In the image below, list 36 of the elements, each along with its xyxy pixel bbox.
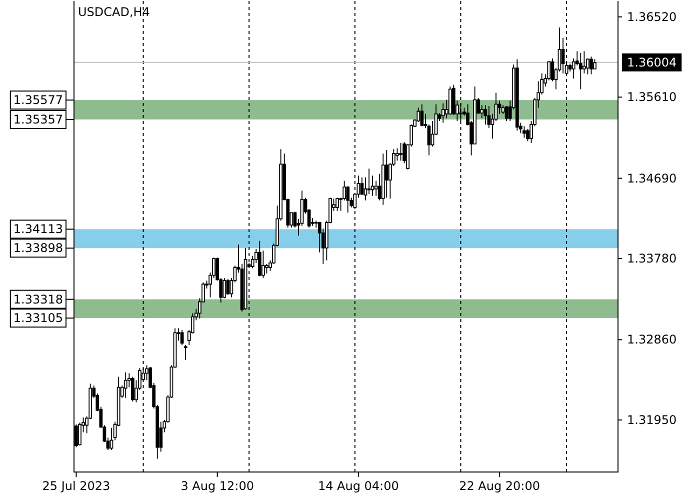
x-tick-label: 22 Aug 20:00 (459, 479, 540, 493)
candlestick (522, 126, 526, 138)
candlestick (226, 278, 230, 296)
candlestick (484, 104, 488, 125)
x-tick-label: 25 Jul 2023 (42, 479, 110, 493)
text: 1.33105 (13, 311, 63, 326)
y-tick-label: 1.32860 (627, 332, 677, 347)
candlestick (258, 240, 262, 277)
text: 1.35577 (13, 93, 63, 108)
candlestick (381, 153, 385, 206)
y-tick-label: 1.36520 (627, 10, 677, 24)
x-tick-label: 14 Aug 04:00 (318, 479, 399, 493)
candlestick (222, 278, 226, 299)
candlestick (420, 104, 424, 127)
candlestick (515, 58, 519, 132)
text: 1.33318 (13, 292, 63, 306)
y-tick-label: 1.31950 (627, 412, 677, 427)
candlestick (180, 330, 184, 346)
y-tick-label: 1.33780 (627, 252, 677, 266)
x-tick-label: 3 Aug 12:00 (180, 479, 254, 493)
text: 1.35357 (13, 112, 63, 126)
candlestick (590, 56, 593, 75)
candlestick (184, 344, 188, 360)
text: 1.33898 (13, 241, 63, 256)
chart-title: USDCAD,H4 (78, 5, 150, 19)
candlestick (399, 142, 402, 162)
candlestick (578, 52, 582, 90)
candlestick (130, 376, 134, 402)
y-tick-label: 1.35610 (627, 90, 677, 104)
candlestick (441, 102, 445, 124)
ref-line-label: 1.36004 (627, 55, 677, 70)
candlestick (124, 372, 128, 398)
y-tick-label: 1.34690 (627, 171, 677, 186)
text: 1.34113 (13, 222, 63, 236)
candlestick (448, 86, 452, 116)
candlestick (336, 197, 339, 212)
